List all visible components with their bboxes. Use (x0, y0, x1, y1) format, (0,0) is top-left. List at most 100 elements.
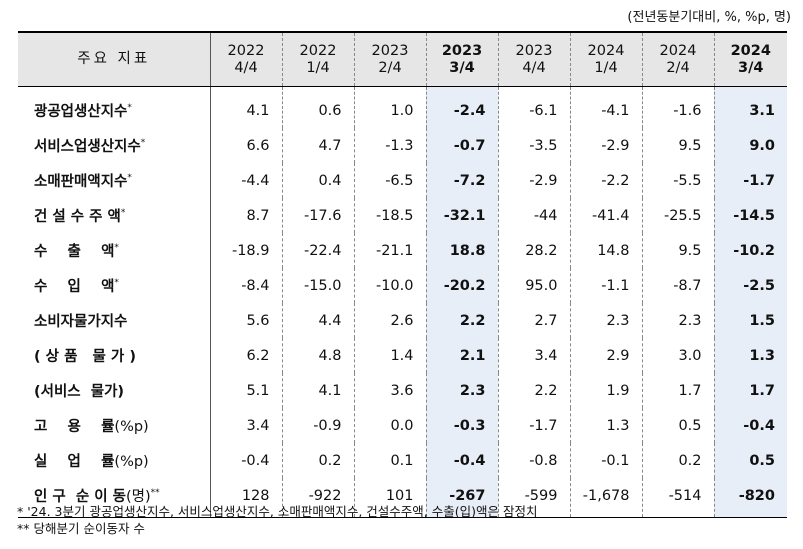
unit-note: (전년동분기대비, %, %p, 명) (627, 10, 791, 25)
table-cell: 14.8 (569, 233, 642, 268)
period-year: 2022 (227, 42, 265, 59)
table-cell: -267 (425, 478, 498, 518)
row-label: ( 상 품 물 가 ) (18, 338, 210, 373)
period-quarter: 1/4 (594, 59, 618, 76)
row-label: 수 입 액* (18, 268, 210, 303)
period-header: 2023 4/4 (497, 31, 570, 87)
period-year: 2022 (299, 42, 337, 59)
period-header: 2023 2/4 (353, 31, 426, 87)
table-row: 광공업생산지수* 4.1 0.6 1.0 -2.4 -6.1 -4.1 -1.6 3.1 (18, 86, 787, 129)
footnote-mark: * (127, 103, 132, 114)
table-cell: 1.4 (353, 338, 426, 373)
table-cell: 0.6 (281, 86, 354, 128)
table-cell: -18.5 (353, 198, 426, 233)
table-cell: 0.2 (281, 443, 354, 478)
table-cell: -18.9 (209, 233, 282, 268)
table-row: ( 상 품 물 가 ) 6.2 4.8 1.4 2.1 3.4 2.9 3.0 1.3 (18, 338, 787, 373)
table-row: (서비스 물가) 5.1 4.1 3.6 2.3 2.2 1.9 1.7 1.7 (18, 373, 787, 408)
table-cell: 4.7 (281, 128, 354, 163)
table-cell: -599 (497, 478, 570, 518)
table-cell: -4.4 (209, 163, 282, 198)
row-label-text: 건 설 수 주 액 (34, 209, 121, 225)
table-cell: 2.9 (569, 338, 642, 373)
row-label-text: 광공업생산지수 (34, 104, 128, 120)
table-cell: 95.0 (497, 268, 570, 303)
period-quarter: 4/4 (234, 59, 258, 76)
period-quarter: 3/4 (738, 59, 764, 76)
row-label-text: 소매판매액지수 (34, 174, 128, 190)
period-year: 2024 (730, 42, 771, 59)
table-body: 광공업생산지수* 4.1 0.6 1.0 -2.4 -6.1 -4.1 -1.6 3.1 서비스업… (18, 86, 787, 518)
table-cell: 9.5 (641, 233, 714, 268)
table-cell: 6.6 (209, 128, 282, 163)
footnote: * '24. 3분기 광공업생산지수, 서비스업생산지수, 소매판매액지수, 건… (17, 504, 538, 519)
table-cell: 128 (209, 478, 282, 518)
row-label: 건 설 수 주 액* (18, 198, 210, 233)
row-label-text: 인 구 순 이 동 (34, 489, 126, 505)
table-cell: 0.2 (641, 443, 714, 478)
row-unit-suffix: (%p) (114, 454, 149, 470)
table-cell: -7.2 (425, 163, 498, 198)
table-cell: -4.1 (569, 86, 642, 128)
table-cell: -6.1 (497, 86, 570, 128)
table-cell: -1.7 (713, 163, 787, 198)
table-cell: 2.2 (425, 303, 498, 338)
period-header: 2022 4/4 (209, 31, 282, 87)
table-cell: -8.4 (209, 268, 282, 303)
row-label-text: (서비스 물가) (34, 384, 125, 400)
period-header: 2024 2/4 (641, 31, 714, 87)
table-cell: -1.3 (353, 128, 426, 163)
row-label: 고 용 률(%p) (18, 408, 210, 443)
table-cell: -6.5 (353, 163, 426, 198)
row-label: 소매판매액지수* (18, 163, 210, 198)
table-cell: 3.4 (497, 338, 570, 373)
row-unit-suffix: (명) (125, 489, 151, 505)
footnote: ** 당해분기 순이동자 수 (17, 521, 145, 536)
row-label: 광공업생산지수* (18, 87, 210, 129)
period-header: 2022 1/4 (281, 31, 354, 87)
table-cell: 5.1 (209, 373, 282, 408)
table-row: 인 구 순 이 동(명)** 128 -922 101 -267 -599 -1,678 -5… (18, 478, 787, 518)
table-cell: -44 (497, 198, 570, 233)
period-header: 2024 1/4 (569, 31, 642, 87)
table-cell: 4.4 (281, 303, 354, 338)
table-cell: 0.0 (353, 408, 426, 443)
table-cell: -2.5 (713, 268, 787, 303)
footnotes: * '24. 3분기 광공업생산지수, 서비스업생산지수, 소매판매액지수, 건… (17, 503, 537, 537)
row-label-text: 고 용 률 (34, 419, 115, 435)
table-row: 건 설 수 주 액* 8.7 -17.6 -18.5 -32.1 -44 -41.4 -25.… (18, 198, 787, 233)
table-cell: -22.4 (281, 233, 354, 268)
table-cell: -0.4 (209, 443, 282, 478)
row-label-text: ( 상 품 물 가 ) (34, 349, 136, 365)
table-row: 서비스업생산지수* 6.6 4.7 -1.3 -0.7 -3.5 -2.9 9.5 9.0 (18, 128, 787, 163)
table-cell: -0.4 (425, 443, 498, 478)
period-year: 2023 (515, 42, 553, 59)
table-cell: -1.1 (569, 268, 642, 303)
table-cell: -2.9 (497, 163, 570, 198)
footnote-mark: * (140, 138, 146, 149)
table-row: 실 업 률(%p) -0.4 0.2 0.1 -0.4 -0.8 -0.1 0.2 0.5 (18, 443, 787, 478)
table-cell: 1.7 (713, 373, 787, 408)
table-cell: 1.0 (353, 86, 426, 128)
row-label: (서비스 물가) (18, 373, 210, 408)
table-cell: -14.5 (713, 198, 787, 233)
table-cell: -15.0 (281, 268, 354, 303)
table-cell: -5.5 (641, 163, 714, 198)
table-cell: -0.1 (569, 443, 642, 478)
period-year: 2023 (371, 42, 409, 59)
table-cell: 0.1 (353, 443, 426, 478)
row-label: 소비자물가지수 (18, 303, 210, 338)
row-label-text: 수 입 액 (34, 279, 115, 295)
footnote-mark: * (120, 208, 126, 219)
table-cell: 5.6 (209, 303, 282, 338)
table-cell: 3.0 (641, 338, 714, 373)
row-label: 인 구 순 이 동(명)** (18, 478, 210, 518)
table-cell: 1.5 (713, 303, 787, 338)
table-cell: 4.1 (281, 373, 354, 408)
table-row: 소매판매액지수* -4.4 0.4 -6.5 -7.2 -2.9 -2.2 -5.5 -1.7 (18, 163, 787, 198)
period-header: 2024 3/4 (713, 31, 787, 87)
table-cell: -20.2 (425, 268, 498, 303)
table-cell: -21.1 (353, 233, 426, 268)
table-cell: -8.7 (641, 268, 714, 303)
row-label-text: 수 출 액 (34, 244, 115, 260)
